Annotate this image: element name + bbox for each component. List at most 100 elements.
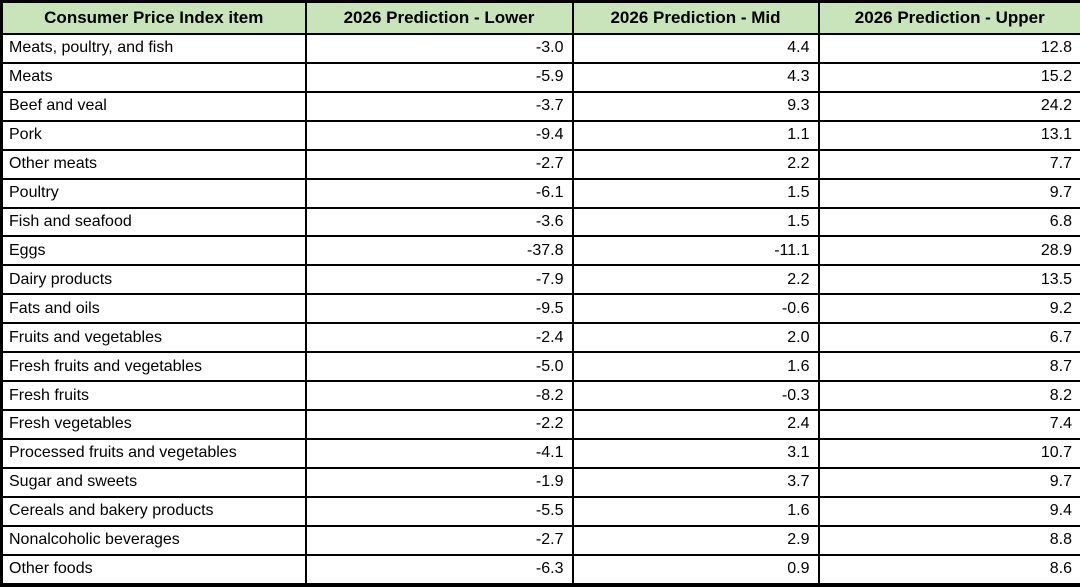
upper-value-cell: 9.7 <box>817 466 1080 498</box>
mid-value-cell: 3.1 <box>571 437 820 469</box>
table-row: Meats -5.9 4.3 15.2 <box>0 61 1080 93</box>
lower-value-cell: -6.3 <box>304 553 574 587</box>
mid-value-cell: 1.5 <box>571 177 820 209</box>
lower-value-cell: -5.9 <box>304 61 574 93</box>
table-row: Poultry -6.1 1.5 9.7 <box>0 177 1080 209</box>
table-row: Meats, poultry, and fish -3.0 4.4 12.8 <box>0 33 1080 64</box>
item-cell: Poultry <box>0 177 307 209</box>
lower-value-cell: -9.4 <box>304 119 574 151</box>
mid-value-cell: -0.3 <box>571 380 820 411</box>
upper-value-cell: 9.2 <box>817 293 1080 325</box>
lower-value-cell: -8.2 <box>304 380 574 411</box>
mid-value-cell: 0.9 <box>571 553 820 587</box>
upper-value-cell: 10.7 <box>817 437 1080 469</box>
mid-value-cell: -0.6 <box>571 293 820 325</box>
item-cell: Meats <box>0 61 307 93</box>
mid-value-cell: 1.6 <box>571 495 820 527</box>
table-row: Fruits and vegetables -2.4 2.0 6.7 <box>0 322 1080 354</box>
mid-value-cell: 3.7 <box>571 466 820 498</box>
upper-value-cell: 15.2 <box>817 61 1080 93</box>
upper-value-cell: 9.4 <box>817 495 1080 527</box>
lower-value-cell: -1.9 <box>304 466 574 498</box>
item-cell: Fresh vegetables <box>0 408 307 440</box>
table-row: Fresh vegetables -2.2 2.4 7.4 <box>0 408 1080 440</box>
mid-value-cell: 4.4 <box>571 33 820 64</box>
mid-value-cell: 2.2 <box>571 148 820 180</box>
lower-value-cell: -2.4 <box>304 322 574 354</box>
lower-value-cell: -37.8 <box>304 235 574 267</box>
lower-value-cell: -3.0 <box>304 33 574 64</box>
column-header-upper: 2026 Prediction - Upper <box>817 0 1080 35</box>
item-cell: Cereals and bakery products <box>0 495 307 527</box>
table-row: Fresh fruits and vegetables -5.0 1.6 8.7 <box>0 351 1080 383</box>
lower-value-cell: -9.5 <box>304 293 574 325</box>
upper-value-cell: 13.5 <box>817 264 1080 296</box>
upper-value-cell: 8.2 <box>817 380 1080 411</box>
upper-value-cell: 28.9 <box>817 235 1080 267</box>
upper-value-cell: 6.7 <box>817 322 1080 354</box>
item-cell: Sugar and sweets <box>0 466 307 498</box>
upper-value-cell: 24.2 <box>817 90 1080 122</box>
column-header-item: Consumer Price Index item <box>0 0 307 35</box>
table-row: Pork -9.4 1.1 13.1 <box>0 119 1080 151</box>
item-cell: Meats, poultry, and fish <box>0 33 307 64</box>
mid-value-cell: 9.3 <box>571 90 820 122</box>
upper-value-cell: 6.8 <box>817 206 1080 238</box>
upper-value-cell: 9.7 <box>817 177 1080 209</box>
lower-value-cell: -3.7 <box>304 90 574 122</box>
lower-value-cell: -5.5 <box>304 495 574 527</box>
item-cell: Dairy products <box>0 264 307 296</box>
item-cell: Fish and seafood <box>0 206 307 238</box>
lower-value-cell: -4.1 <box>304 437 574 469</box>
table-row: Other foods -6.3 0.9 8.6 <box>0 553 1080 587</box>
mid-value-cell: -11.1 <box>571 235 820 267</box>
upper-value-cell: 7.4 <box>817 408 1080 440</box>
upper-value-cell: 12.8 <box>817 33 1080 64</box>
table-row: Fats and oils -9.5 -0.6 9.2 <box>0 293 1080 325</box>
item-cell: Fats and oils <box>0 293 307 325</box>
item-cell: Fresh fruits and vegetables <box>0 351 307 383</box>
table-row: Sugar and sweets -1.9 3.7 9.7 <box>0 466 1080 498</box>
item-cell: Other foods <box>0 553 307 587</box>
mid-value-cell: 2.0 <box>571 322 820 354</box>
lower-value-cell: -2.7 <box>304 148 574 180</box>
upper-value-cell: 8.6 <box>817 553 1080 587</box>
lower-value-cell: -5.0 <box>304 351 574 383</box>
item-cell: Processed fruits and vegetables <box>0 437 307 469</box>
item-cell: Fruits and vegetables <box>0 322 307 354</box>
item-cell: Fresh fruits <box>0 380 307 411</box>
lower-value-cell: -2.2 <box>304 408 574 440</box>
item-cell: Pork <box>0 119 307 151</box>
table-row: Fish and seafood -3.6 1.5 6.8 <box>0 206 1080 238</box>
item-cell: Eggs <box>0 235 307 267</box>
table-row: Other meats -2.7 2.2 7.7 <box>0 148 1080 180</box>
upper-value-cell: 7.7 <box>817 148 1080 180</box>
column-header-mid: 2026 Prediction - Mid <box>571 0 820 35</box>
table-row: Beef and veal -3.7 9.3 24.2 <box>0 90 1080 122</box>
table-row: Dairy products -7.9 2.2 13.5 <box>0 264 1080 296</box>
lower-value-cell: -6.1 <box>304 177 574 209</box>
table-row: Eggs -37.8 -11.1 28.9 <box>0 235 1080 267</box>
mid-value-cell: 2.9 <box>571 524 820 556</box>
upper-value-cell: 8.7 <box>817 351 1080 383</box>
mid-value-cell: 4.3 <box>571 61 820 93</box>
column-header-lower: 2026 Prediction - Lower <box>304 0 574 35</box>
table-row: Fresh fruits -8.2 -0.3 8.2 <box>0 380 1080 411</box>
mid-value-cell: 1.5 <box>571 206 820 238</box>
lower-value-cell: -2.7 <box>304 524 574 556</box>
item-cell: Other meats <box>0 148 307 180</box>
mid-value-cell: 2.2 <box>571 264 820 296</box>
mid-value-cell: 2.4 <box>571 408 820 440</box>
upper-value-cell: 8.8 <box>817 524 1080 556</box>
table-body: Meats, poultry, and fish -3.0 4.4 12.8 M… <box>0 33 1080 587</box>
lower-value-cell: -7.9 <box>304 264 574 296</box>
table-row: Processed fruits and vegetables -4.1 3.1… <box>0 437 1080 469</box>
table-row: Cereals and bakery products -5.5 1.6 9.4 <box>0 495 1080 527</box>
mid-value-cell: 1.6 <box>571 351 820 383</box>
upper-value-cell: 13.1 <box>817 119 1080 151</box>
table-row: Nonalcoholic beverages -2.7 2.9 8.8 <box>0 524 1080 556</box>
mid-value-cell: 1.1 <box>571 119 820 151</box>
header-row: Consumer Price Index item 2026 Predictio… <box>0 0 1080 35</box>
